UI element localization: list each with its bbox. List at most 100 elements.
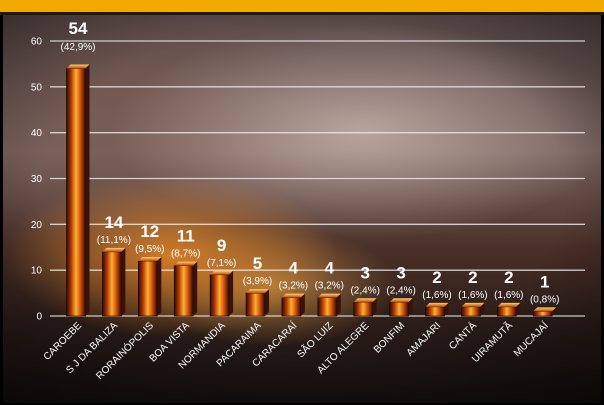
bar-value-label: 9 (217, 236, 226, 255)
bar-side-face (229, 270, 234, 316)
bar (66, 64, 90, 317)
bar-value-label: 3 (396, 263, 405, 282)
bar-side-face (408, 298, 413, 316)
bar-front (317, 297, 338, 317)
bar-percent-label: (0,8%) (530, 294, 559, 305)
bar-percent-label: (1,6%) (494, 290, 523, 301)
bar (317, 293, 341, 317)
bar-front (532, 311, 553, 317)
bar (173, 261, 198, 317)
bar-side-face (552, 307, 557, 316)
bar (496, 302, 521, 317)
bar (353, 298, 377, 317)
bar-percent-label: (8,7%) (171, 249, 200, 260)
bar-front (389, 301, 409, 317)
bar-percent-label: (42,9%) (60, 42, 95, 53)
bar-percent-label: (11,1%) (97, 235, 131, 246)
background-vignette (3, 15, 601, 403)
bar-front (245, 292, 266, 317)
bar-side-face (372, 298, 377, 316)
bar-front (138, 260, 158, 317)
y-tick-label: 50 (31, 82, 43, 93)
bar-top-face (102, 247, 126, 252)
bar-value-label: 4 (325, 259, 335, 278)
bar-percent-label: (9,5%) (135, 244, 164, 255)
bar-percent-label: (3,9%) (243, 276, 272, 287)
bar (102, 247, 126, 317)
bar-value-label: 2 (468, 268, 477, 287)
y-tick-label: 40 (31, 128, 43, 139)
bar-value-label: 5 (253, 254, 262, 273)
bar-percent-label: (7,1%) (207, 258, 236, 269)
bar-side-face (265, 289, 269, 316)
bar-side-face (480, 302, 485, 316)
bar-top-face (246, 289, 269, 294)
bar-side-face (516, 302, 521, 316)
y-axis-ticks: 0 10 20 30 40 50 60 (31, 37, 43, 323)
bar-front (209, 274, 230, 317)
bar-front (425, 306, 445, 317)
bar-top-face (281, 293, 305, 298)
bar-percent-label: (3,2%) (279, 281, 308, 292)
bar-percent-label: (3,2%) (315, 281, 344, 292)
bar-front (353, 301, 374, 317)
bar-value-label: 12 (140, 222, 159, 241)
bar-value-label: 2 (504, 268, 513, 287)
bar (281, 293, 305, 317)
bar (389, 298, 413, 317)
bar (245, 289, 269, 317)
bar-front (66, 68, 86, 317)
bar-side-face (336, 293, 341, 316)
bar-value-label: 1 (540, 272, 549, 291)
bar-top-face (389, 298, 413, 303)
bar-value-label: 11 (177, 227, 195, 246)
category-label: RORAINÓPOLIS (93, 319, 156, 382)
bar-front (496, 306, 517, 317)
bar-value-label: 3 (360, 263, 369, 282)
bar-value-label: 14 (104, 213, 123, 232)
bar (209, 270, 234, 317)
bar-side-face (300, 293, 305, 316)
category-label: BONFIM (372, 320, 407, 355)
bar-side-face (85, 64, 90, 316)
bar-percent-label: (1,6%) (422, 290, 451, 301)
bar-top-face (317, 293, 341, 298)
bar-value-label: 2 (432, 268, 441, 287)
bar-side-face (193, 261, 198, 316)
y-tick-label: 0 (36, 312, 42, 323)
bar (461, 302, 485, 317)
bar-percent-label: (1,6%) (458, 290, 487, 301)
bar-side-face (157, 257, 162, 316)
bar-side-face (444, 302, 449, 316)
bar-top-face (210, 270, 234, 275)
bar-top-face (533, 307, 557, 312)
category-label: AMAJARI (405, 320, 443, 358)
y-tick-label: 10 (31, 266, 43, 277)
bar (532, 307, 557, 317)
y-tick-label: 20 (31, 220, 43, 231)
bar-value-label: 54 (69, 19, 88, 38)
category-label: CANTÁ (446, 319, 479, 352)
y-tick-label: 30 (31, 174, 43, 185)
value-labels: 54(42,9%)14(11,1%) 12(9,5%)11(8,7%) 9(7,1%… (60, 19, 559, 305)
bar-top-face (353, 298, 377, 303)
bar-front (281, 297, 302, 317)
bar-top-face (461, 302, 485, 307)
bar-front (102, 251, 122, 317)
bar-top-face (138, 257, 162, 261)
bar-top-face (66, 64, 90, 69)
category-label: MUCAJAÍ (511, 319, 551, 359)
bar-percent-label: (2,4%) (350, 285, 379, 296)
bar-front (173, 265, 194, 317)
bar-top-face (174, 261, 198, 266)
y-tick-label: 60 (31, 37, 43, 48)
header-accent-bar (0, 0, 604, 15)
bar-top-face (425, 302, 449, 307)
bar-value-label: 4 (289, 259, 299, 278)
bar (138, 257, 162, 317)
bar-front (461, 306, 481, 317)
bar-percent-label: (2,4%) (386, 285, 415, 296)
